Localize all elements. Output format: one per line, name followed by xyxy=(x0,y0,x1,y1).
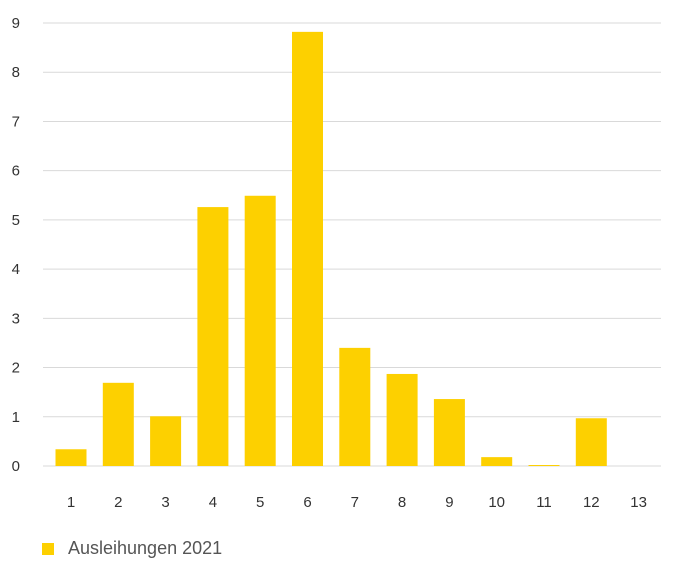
x-tick-label: 3 xyxy=(161,494,169,511)
bar-10 xyxy=(481,457,512,466)
bar-6 xyxy=(292,32,323,466)
bar-9 xyxy=(434,399,465,466)
y-tick-label: 8 xyxy=(12,64,20,81)
bar-8 xyxy=(387,374,418,466)
x-tick-label: 6 xyxy=(303,494,311,511)
x-tick-label: 1 xyxy=(67,494,75,511)
y-tick-label: 6 xyxy=(12,163,20,180)
x-tick-label: 4 xyxy=(209,494,217,511)
x-tick-label: 5 xyxy=(256,494,264,511)
x-tick-label: 10 xyxy=(488,494,505,511)
bar-11 xyxy=(529,465,560,466)
bar-5 xyxy=(245,196,276,466)
x-tick-label: 9 xyxy=(445,494,453,511)
x-tick-label: 7 xyxy=(351,494,359,511)
bar-4 xyxy=(197,207,228,466)
y-tick-label: 9 xyxy=(12,15,20,32)
bar-12 xyxy=(576,418,607,466)
legend: Ausleihungen 2021 xyxy=(42,538,222,559)
y-tick-label: 3 xyxy=(12,310,20,327)
x-tick-label: 13 xyxy=(630,494,647,511)
y-tick-label: 4 xyxy=(12,261,20,278)
bar-3 xyxy=(150,416,181,466)
bar-7 xyxy=(339,348,370,466)
legend-swatch xyxy=(42,543,54,555)
y-tick-label: 0 xyxy=(12,458,20,475)
x-tick-label: 8 xyxy=(398,494,406,511)
legend-label: Ausleihungen 2021 xyxy=(68,538,222,559)
y-tick-label: 7 xyxy=(12,113,20,130)
x-tick-label: 2 xyxy=(114,494,122,511)
x-tick-label: 12 xyxy=(583,494,600,511)
y-tick-label: 2 xyxy=(12,360,20,377)
y-tick-label: 1 xyxy=(12,409,20,426)
y-tick-label: 5 xyxy=(12,212,20,229)
x-tick-label: 11 xyxy=(536,494,552,511)
bar-2 xyxy=(103,383,134,466)
bar-1 xyxy=(56,449,87,466)
